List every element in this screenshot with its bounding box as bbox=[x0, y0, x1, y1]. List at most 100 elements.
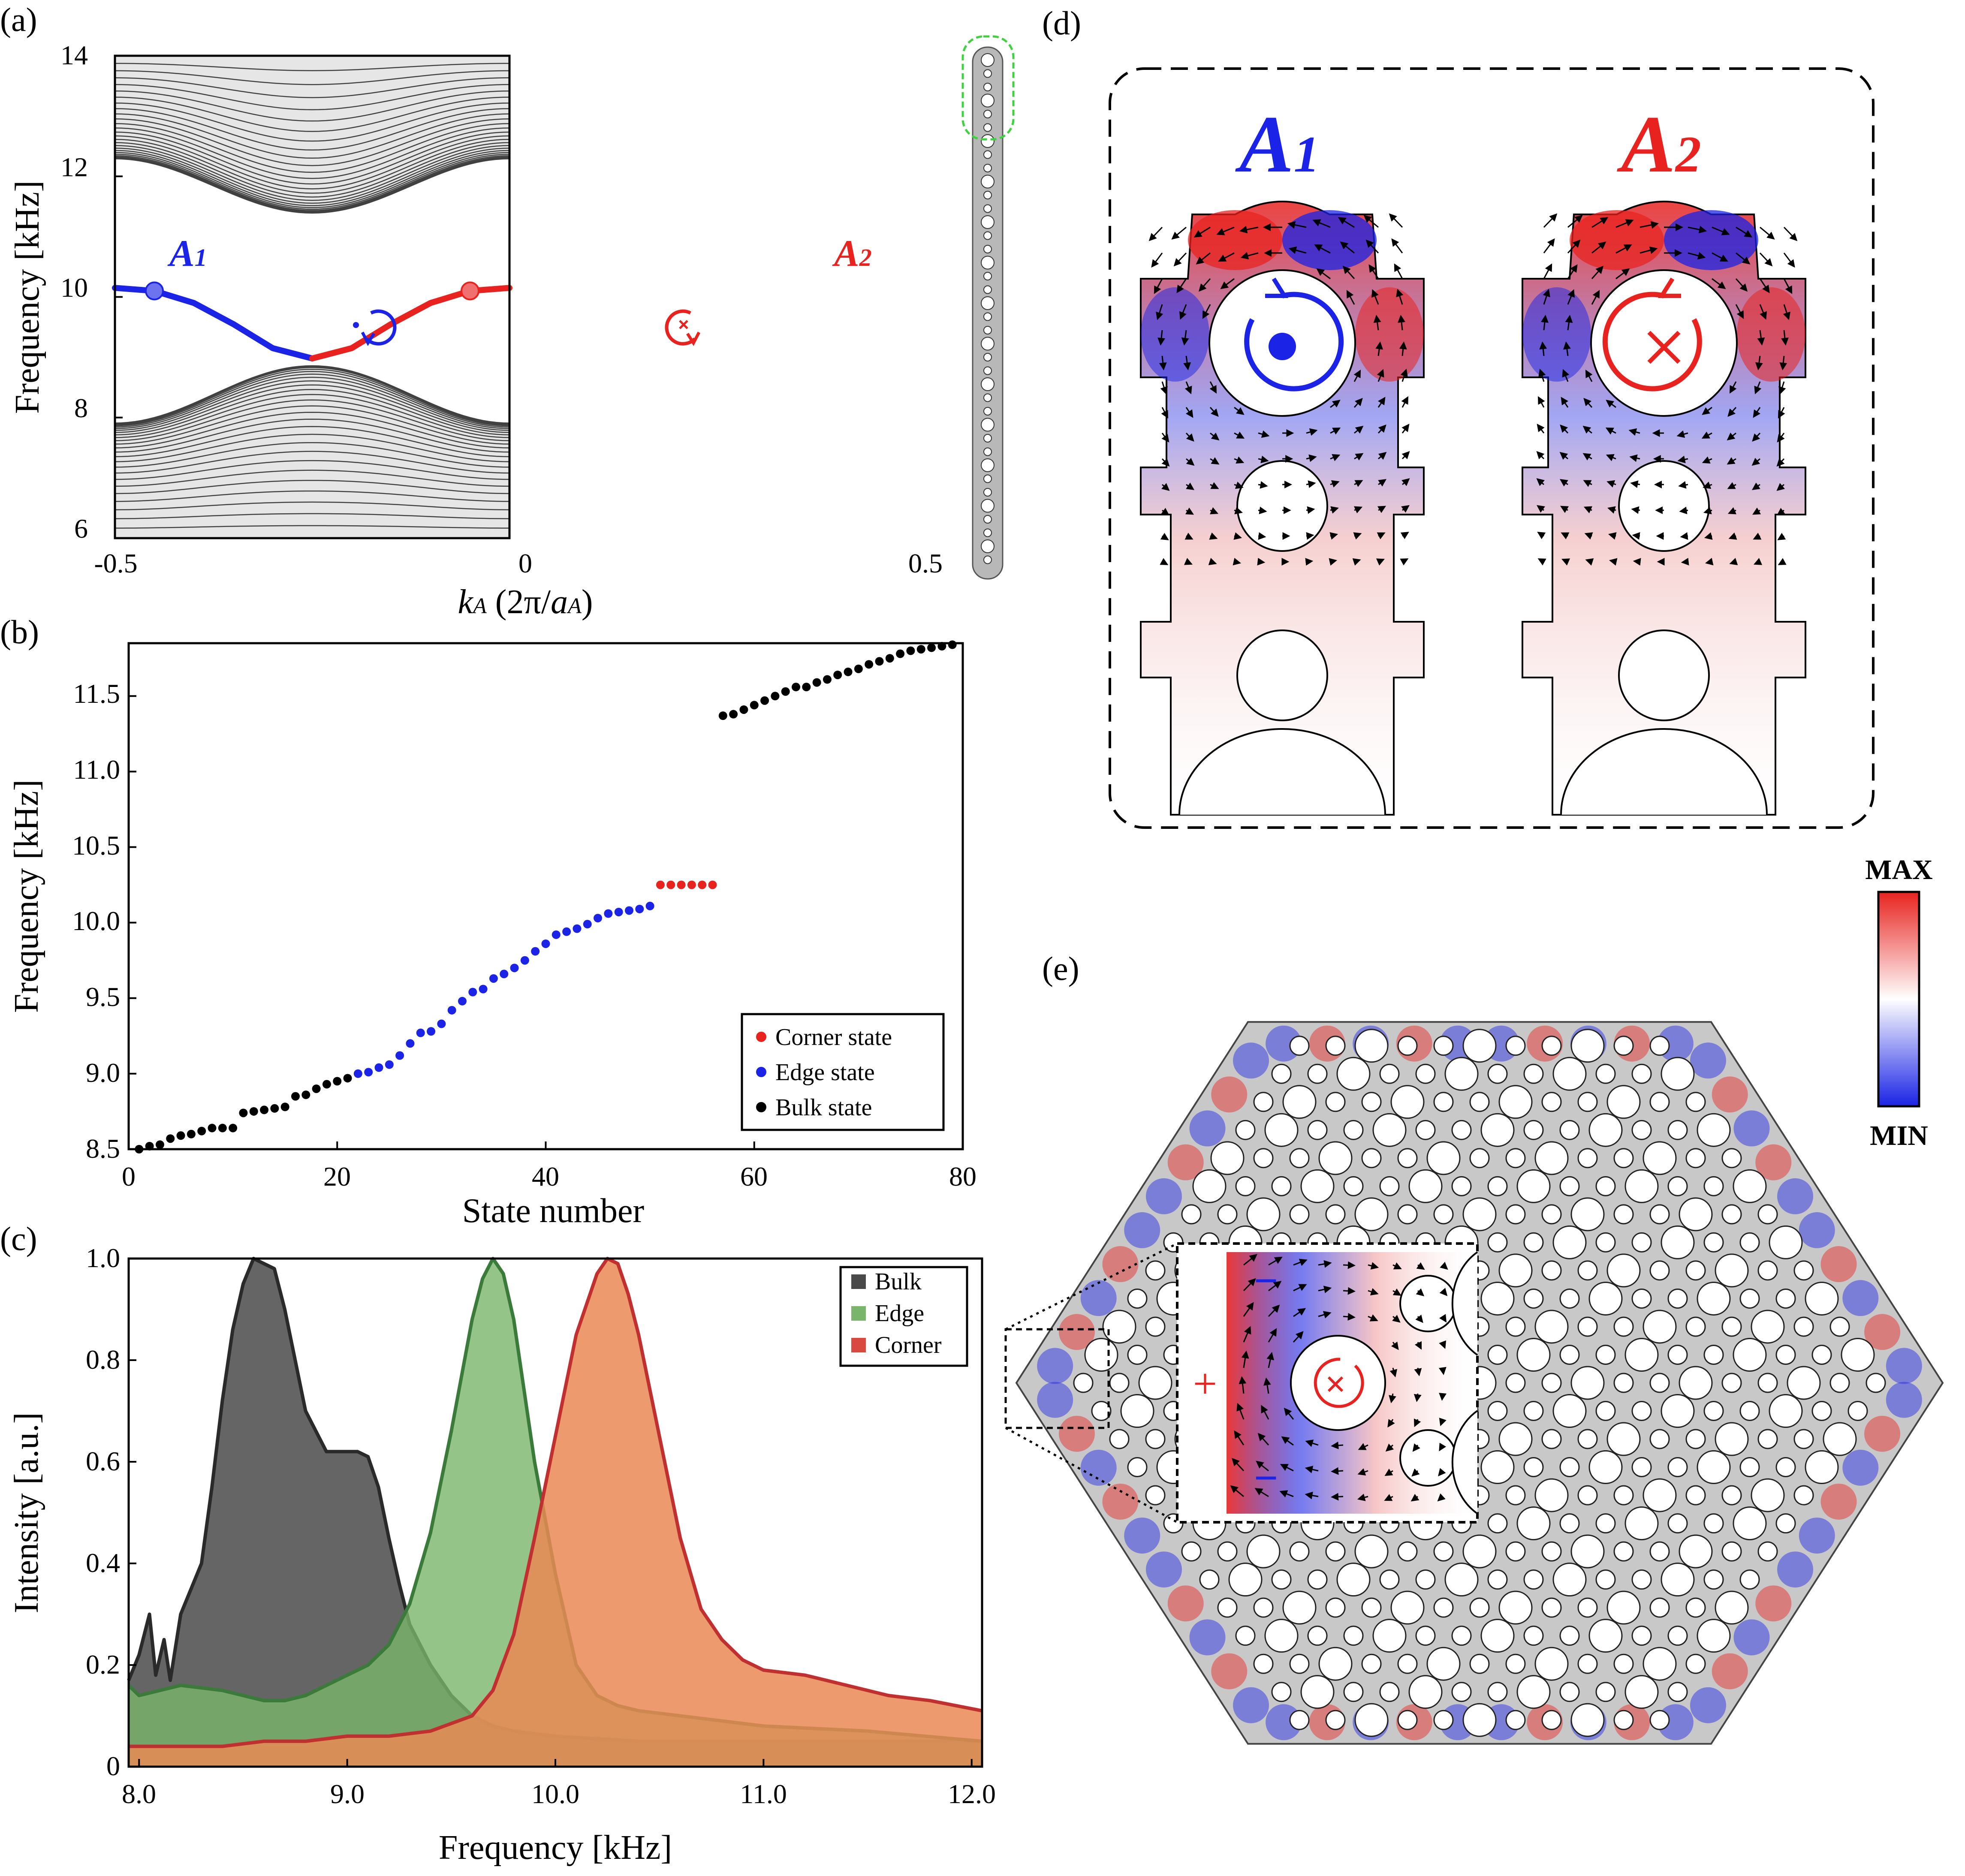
field-arrow bbox=[1629, 454, 1640, 462]
upper-bulk-region bbox=[115, 56, 509, 213]
lattice-hole bbox=[1408, 1169, 1443, 1203]
field-arrow bbox=[1160, 381, 1168, 395]
rotation-cw-icon bbox=[1602, 292, 1702, 391]
lattice-hole bbox=[1649, 1541, 1670, 1562]
unit-cell-highlight bbox=[961, 35, 1015, 141]
lattice-hole bbox=[1541, 1092, 1562, 1112]
lattice-hole bbox=[1679, 1197, 1713, 1232]
supercell-hole bbox=[981, 134, 995, 148]
field-arrow bbox=[1398, 315, 1406, 331]
lattice-hole bbox=[1127, 1344, 1148, 1365]
upper-band-line bbox=[115, 148, 510, 204]
lattice-hole bbox=[1498, 1085, 1533, 1119]
inset-field-arrow bbox=[1415, 1314, 1423, 1323]
corner-statepoint bbox=[698, 880, 707, 889]
inset-field-arrow bbox=[1414, 1341, 1422, 1350]
legend-corner-marker bbox=[756, 1032, 766, 1042]
lattice-hole bbox=[1805, 1281, 1839, 1316]
hexagonal-lattice bbox=[1015, 1021, 1944, 1745]
inset-field-arrow bbox=[1241, 1350, 1249, 1368]
lattice-hole bbox=[1073, 1373, 1094, 1393]
field-arrow bbox=[1539, 341, 1547, 356]
inset-field-arrow bbox=[1318, 1286, 1332, 1293]
lattice-hole bbox=[1541, 1429, 1562, 1449]
field-arrow bbox=[1353, 369, 1361, 382]
marker-a2-point bbox=[461, 281, 479, 301]
panel-b-ytick: 11.0 bbox=[73, 754, 120, 785]
lower-band-line bbox=[115, 380, 510, 431]
field-arrow bbox=[1287, 221, 1307, 229]
field-arrow bbox=[1209, 532, 1218, 540]
field-arrow bbox=[1376, 558, 1385, 566]
panel-b-xtick: 20 bbox=[323, 1161, 351, 1192]
lattice-hole bbox=[1577, 1316, 1598, 1337]
field-arrow bbox=[1585, 558, 1594, 566]
lattice-hole bbox=[1217, 1597, 1238, 1618]
lattice-hole bbox=[1751, 1310, 1785, 1344]
panel-a-xlabel-k-sub: A bbox=[472, 594, 487, 618]
lattice-hole bbox=[1235, 1176, 1256, 1196]
lower-band-line bbox=[115, 367, 510, 425]
upper-band-line bbox=[115, 157, 510, 213]
edge-statepoint bbox=[594, 914, 603, 923]
lower-band-line bbox=[115, 442, 510, 468]
lattice-hole bbox=[1775, 1457, 1796, 1478]
edge-statepoint bbox=[531, 947, 540, 956]
edge-statepoint bbox=[604, 909, 613, 918]
lattice-hole bbox=[1534, 1647, 1569, 1681]
inset-field-arrow bbox=[1343, 1313, 1356, 1321]
panel-b-ytick: 10.0 bbox=[72, 906, 120, 936]
field-arrow bbox=[1186, 482, 1195, 490]
field-arrow bbox=[1537, 424, 1545, 434]
edge-field-patch bbox=[1820, 1483, 1857, 1520]
inset-minus-sign-top: − bbox=[1254, 1257, 1278, 1304]
lattice-hole bbox=[1667, 1682, 1688, 1702]
lattice-hole bbox=[1505, 1710, 1526, 1730]
edge-field-patch bbox=[1864, 1415, 1901, 1452]
field-arrow bbox=[1567, 289, 1575, 305]
edge-state-a2-line bbox=[309, 285, 512, 361]
lattice-hole bbox=[1289, 1204, 1310, 1225]
half-hole bbox=[1178, 728, 1386, 815]
field-arrow bbox=[1306, 454, 1317, 462]
field-arrow bbox=[1753, 407, 1761, 418]
field-arrow bbox=[1234, 431, 1245, 439]
supercell-hole bbox=[981, 418, 995, 432]
lattice-hole bbox=[1697, 1450, 1731, 1485]
field-arrow bbox=[1209, 407, 1219, 417]
inset-field-arrow bbox=[1230, 1485, 1244, 1497]
lattice-hole bbox=[1469, 1092, 1490, 1112]
field-arrow bbox=[1591, 290, 1600, 305]
inset-field-arrow bbox=[1305, 1439, 1319, 1447]
field-arrow bbox=[1312, 219, 1331, 228]
lattice-hole bbox=[1480, 1113, 1515, 1147]
lattice-hole bbox=[1577, 1597, 1598, 1618]
lower-band-line bbox=[115, 371, 510, 427]
panel-d-title-a2: A2 bbox=[1617, 99, 1701, 190]
field-arrow bbox=[1567, 239, 1581, 254]
zoom-inset: + − − bbox=[1004, 1242, 1479, 1524]
lattice-hole bbox=[1739, 1232, 1760, 1253]
lattice-hole bbox=[1559, 1682, 1580, 1702]
field-arrow bbox=[1354, 453, 1364, 461]
lattice-hole bbox=[1480, 1450, 1515, 1485]
field-arrow bbox=[1329, 558, 1338, 566]
lattice-hole bbox=[1667, 1626, 1688, 1646]
lattice-hole bbox=[1577, 1148, 1598, 1168]
lattice-hole bbox=[1613, 1653, 1634, 1674]
lattice-hole bbox=[1769, 1225, 1803, 1259]
field-arrow bbox=[1161, 508, 1169, 516]
edge-statepoint bbox=[385, 1060, 394, 1069]
supercell-hole bbox=[983, 447, 992, 456]
field-arrow bbox=[1183, 355, 1191, 370]
field-arrow bbox=[1702, 407, 1712, 415]
inset-field-arrow bbox=[1416, 1262, 1425, 1270]
lattice-hole bbox=[1757, 1373, 1778, 1393]
legend-corner-label: Corner bbox=[875, 1332, 942, 1358]
inset-field-arrow bbox=[1411, 1468, 1420, 1477]
lattice-hole bbox=[1253, 1092, 1274, 1112]
upper-band-line bbox=[115, 118, 510, 166]
lattice-hole bbox=[1498, 1590, 1533, 1625]
bulk-statepoint bbox=[239, 1108, 248, 1117]
lattice-hole bbox=[1606, 1422, 1641, 1456]
